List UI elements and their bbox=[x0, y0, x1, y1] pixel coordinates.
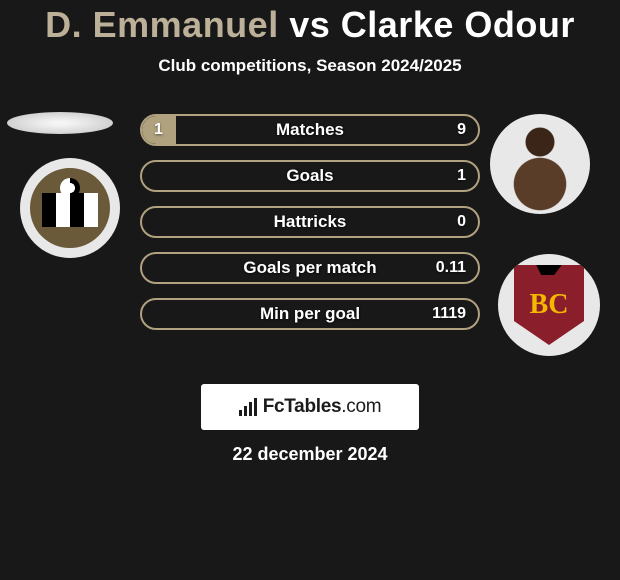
title: D. Emmanuel vs Clarke Odour bbox=[0, 4, 620, 46]
subtitle: Club competitions, Season 2024/2025 bbox=[0, 56, 620, 76]
brand-name: FcTables bbox=[263, 396, 342, 417]
player2-name: Clarke Odour bbox=[341, 4, 575, 45]
bars-icon bbox=[239, 398, 261, 416]
stat-row: Goals1 bbox=[140, 160, 480, 192]
stat-row: Hattricks0 bbox=[140, 206, 480, 238]
player1-name: D. Emmanuel bbox=[45, 4, 279, 45]
comparison-card: D. Emmanuel vs Clarke Odour Club competi… bbox=[0, 0, 620, 465]
notts-county-icon bbox=[30, 168, 110, 248]
stat-label: Matches bbox=[142, 116, 478, 144]
stat-value-right: 0 bbox=[445, 208, 478, 236]
brand-text: FcTables.com bbox=[263, 396, 382, 418]
stat-value-right: 1 bbox=[445, 162, 478, 190]
bradford-city-icon: BC bbox=[514, 265, 584, 345]
player2-photo bbox=[490, 114, 590, 214]
stat-row: Goals per match0.11 bbox=[140, 252, 480, 284]
stats-area: BC 1Matches9Goals1Hattricks0Goals per ma… bbox=[0, 106, 620, 366]
stat-value-right: 9 bbox=[445, 116, 478, 144]
brand-domain: .com bbox=[341, 396, 381, 417]
player2-club-badge: BC bbox=[498, 254, 600, 356]
brand-badge[interactable]: FcTables.com bbox=[201, 384, 419, 430]
stat-value-right: 0.11 bbox=[424, 254, 478, 282]
stat-label: Hattricks bbox=[142, 208, 478, 236]
stat-row: 1Matches9 bbox=[140, 114, 480, 146]
stat-bars: 1Matches9Goals1Hattricks0Goals per match… bbox=[140, 114, 480, 344]
stat-row: Min per goal1119 bbox=[140, 298, 480, 330]
player1-club-badge bbox=[20, 158, 120, 258]
stat-label: Goals bbox=[142, 162, 478, 190]
vs-text: vs bbox=[289, 4, 330, 45]
player1-photo bbox=[7, 112, 113, 134]
date: 22 december 2024 bbox=[0, 444, 620, 465]
stat-value-right: 1119 bbox=[420, 300, 478, 328]
